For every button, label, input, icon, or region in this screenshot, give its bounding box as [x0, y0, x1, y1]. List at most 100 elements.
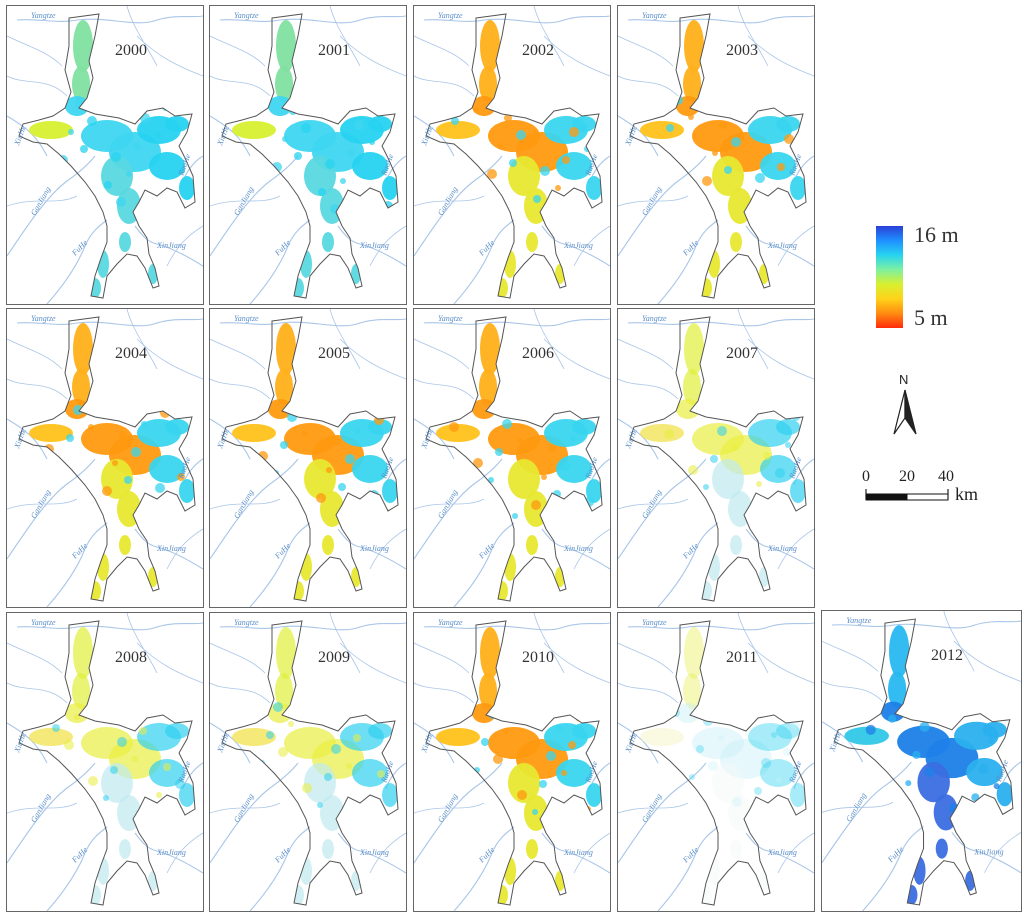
map-panel-2002: Yangtze XiuHe RaoHe GanJiang FuHe XinJiang 200…: [413, 5, 611, 305]
river-label-xinjiang: XinJiang: [767, 241, 797, 250]
scale-unit: km: [955, 484, 979, 504]
year-label: 2010: [522, 649, 554, 666]
river-label-fuhe: FuHe: [69, 541, 89, 561]
river-label-yangtze: Yangtze: [234, 11, 259, 20]
river-label-xiuhe: XiuHe: [12, 731, 28, 755]
map-panel-2005: Yangtze XiuHe RaoHe GanJiang FuHe XinJiang 200…: [209, 308, 407, 608]
river-label-fuhe: FuHe: [476, 845, 496, 865]
river-label-xinjiang: XinJiang: [767, 848, 797, 857]
river-label-yangtze: Yangtze: [438, 618, 463, 627]
river-label-fuhe: FuHe: [272, 845, 292, 865]
river-label-xinjiang: XinJiang: [563, 848, 593, 857]
map-panel-2009: Yangtze XiuHe RaoHe GanJiang FuHe XinJiang 200…: [209, 612, 407, 912]
river-label-fuhe: FuHe: [272, 541, 292, 561]
river-label-fuhe: FuHe: [69, 845, 89, 865]
river-label-xiuhe: XiuHe: [215, 124, 231, 148]
river-label-yangtze: Yangtze: [642, 314, 667, 323]
river-label-fuhe: FuHe: [680, 238, 700, 258]
river-label-xiuhe: XiuHe: [12, 427, 28, 451]
map-panel-2000: Yangtze XiuHe RaoHe GanJiang FuHe XinJiang 200…: [6, 5, 204, 305]
river-label-fuhe: FuHe: [476, 238, 496, 258]
river-label-xinjiang: XinJiang: [156, 848, 186, 857]
river-label-yangtze: Yangtze: [846, 616, 871, 625]
river-label-xinjiang: XinJiang: [973, 848, 1003, 857]
river-label-xiuhe: XiuHe: [419, 731, 435, 755]
scale-tick-40: 40: [938, 468, 954, 485]
legend-color-bar: [876, 226, 903, 328]
river-label-xiuhe: XiuHe: [215, 731, 231, 755]
river-label-yangtze: Yangtze: [234, 314, 259, 323]
river-label-xiuhe: XiuHe: [419, 124, 435, 148]
map-panel-2011: Yangtze XiuHe RaoHe GanJiang FuHe XinJiang 201…: [617, 612, 815, 912]
river-label-xiuhe: XiuHe: [419, 427, 435, 451]
river-label-xiuhe: XiuHe: [623, 124, 639, 148]
map-panel-2001: Yangtze XiuHe RaoHe GanJiang FuHe XinJiang 200…: [209, 5, 407, 305]
legend-min-label: 5 m: [914, 305, 948, 330]
river-label-xinjiang: XinJiang: [359, 848, 389, 857]
north-arrow-letter: N: [899, 372, 909, 387]
river-label-fuhe: FuHe: [272, 238, 292, 258]
year-label: 2004: [115, 345, 147, 362]
river-label-xinjiang: XinJiang: [563, 544, 593, 553]
river-label-yangtze: Yangtze: [31, 314, 56, 323]
river-label-yangtze: Yangtze: [642, 618, 667, 627]
legend-max-label: 16 m: [914, 222, 959, 247]
river-label-xiuhe: XiuHe: [12, 124, 28, 148]
river-label-fuhe: FuHe: [680, 541, 700, 561]
scale-bar-graphic: [865, 489, 949, 501]
river-label-xiuhe: XiuHe: [827, 730, 843, 754]
map-panel-2010: Yangtze XiuHe RaoHe GanJiang FuHe XinJiang 201…: [413, 612, 611, 912]
map-panel-2012: Yangtze XiuHe RaoHe GanJiang FuHe XinJiang 201…: [821, 610, 1022, 912]
year-label: 2000: [115, 42, 147, 59]
river-label-xinjiang: XinJiang: [359, 544, 389, 553]
year-label: 2001: [318, 42, 350, 59]
year-label: 2006: [522, 345, 554, 362]
river-label-xinjiang: XinJiang: [563, 241, 593, 250]
river-label-yangtze: Yangtze: [438, 314, 463, 323]
river-label-xiuhe: XiuHe: [215, 427, 231, 451]
map-panel-2003: Yangtze XiuHe RaoHe GanJiang FuHe XinJiang 200…: [617, 5, 815, 305]
year-label: 2009: [318, 649, 350, 666]
north-arrow-icon: [893, 389, 917, 435]
map-panel-2006: Yangtze XiuHe RaoHe GanJiang FuHe XinJiang 200…: [413, 308, 611, 608]
river-label-fuhe: FuHe: [885, 845, 905, 865]
river-label-fuhe: FuHe: [476, 541, 496, 561]
river-label-xiuhe: XiuHe: [623, 731, 639, 755]
river-label-xinjiang: XinJiang: [767, 544, 797, 553]
river-label-yangtze: Yangtze: [438, 11, 463, 20]
river-label-xinjiang: XinJiang: [156, 241, 186, 250]
year-label: 2005: [318, 345, 350, 362]
river-label-xinjiang: XinJiang: [156, 544, 186, 553]
map-panel-2007: Yangtze XiuHe RaoHe GanJiang FuHe XinJiang 200…: [617, 308, 815, 608]
river-label-xinjiang: XinJiang: [359, 241, 389, 250]
year-label: 2003: [726, 42, 758, 59]
year-label: 2002: [522, 42, 554, 59]
river-label-xiuhe: XiuHe: [623, 427, 639, 451]
river-label-fuhe: FuHe: [69, 238, 89, 258]
year-label: 2011: [726, 649, 758, 666]
river-label-yangtze: Yangtze: [31, 11, 56, 20]
year-label: 2007: [726, 345, 758, 362]
river-label-fuhe: FuHe: [680, 845, 700, 865]
year-label: 2008: [115, 649, 147, 666]
map-panel-2008: Yangtze XiuHe RaoHe GanJiang FuHe XinJiang 200…: [6, 612, 204, 912]
river-label-yangtze: Yangtze: [31, 618, 56, 627]
year-label: 2012: [931, 647, 963, 664]
scale-tick-20: 20: [899, 468, 915, 485]
river-label-yangtze: Yangtze: [642, 11, 667, 20]
river-label-yangtze: Yangtze: [234, 618, 259, 627]
map-panel-2004: Yangtze XiuHe RaoHe GanJiang FuHe XinJiang 200…: [6, 308, 204, 608]
